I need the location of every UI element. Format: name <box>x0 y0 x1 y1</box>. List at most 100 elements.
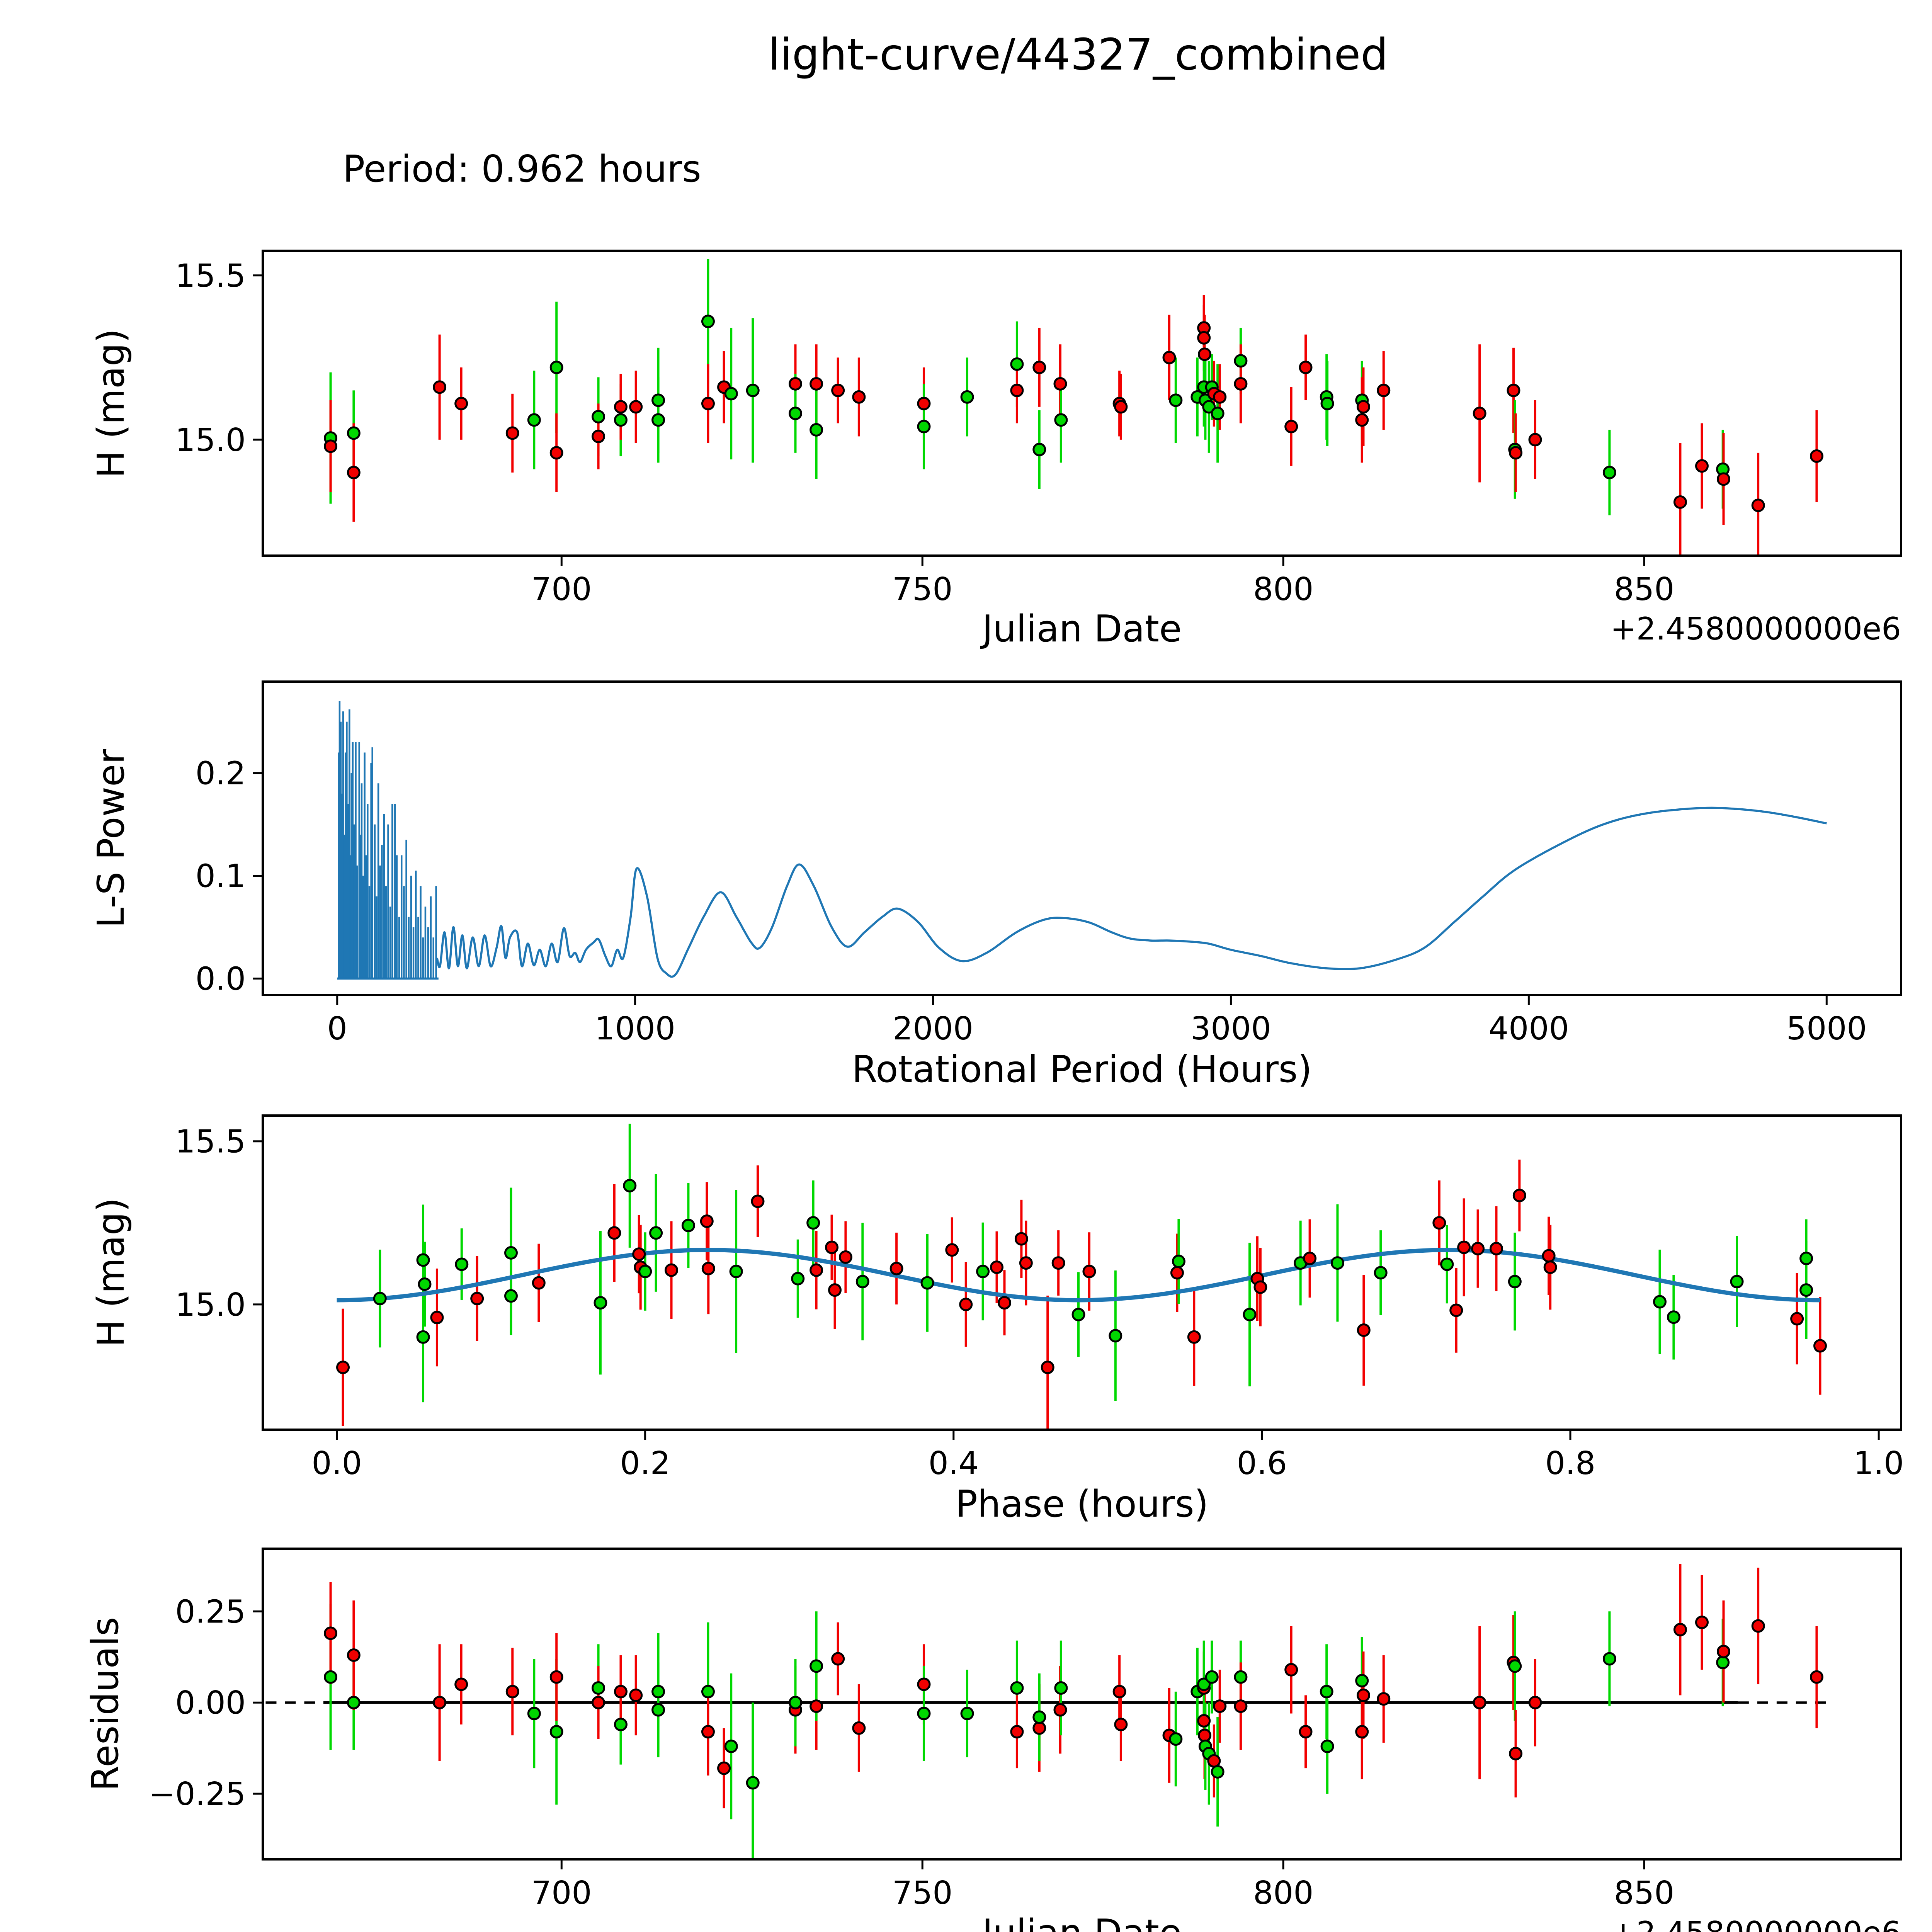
data-point <box>1320 396 1334 410</box>
data-point <box>729 1265 743 1279</box>
data-point <box>454 1677 468 1691</box>
data-point <box>347 1696 361 1709</box>
data-point <box>1473 1696 1486 1709</box>
x-tick-label: 0.8 <box>1545 1445 1595 1482</box>
data-point <box>1810 1670 1823 1684</box>
data-point <box>990 1260 1004 1274</box>
data-point <box>724 387 738 401</box>
phase-xlabel: Phase (hours) <box>955 1483 1208 1526</box>
x-tick-label: 0 <box>327 1010 347 1047</box>
data-point <box>855 1275 869 1289</box>
data-point <box>1320 1685 1333 1699</box>
data-point <box>825 1240 839 1254</box>
data-point <box>1440 1257 1454 1271</box>
residuals-plot: 700 750 800 850 0.25 0.00 −0.25 <box>149 1548 1902 1912</box>
data-point <box>629 1688 643 1702</box>
phase-markers <box>336 1179 1827 1374</box>
data-point <box>959 1298 973 1311</box>
y-tick-label: 0.25 <box>175 1594 246 1630</box>
y-tick-label: 0.2 <box>196 755 246 792</box>
y-tick-label: 15.5 <box>175 258 246 294</box>
data-point <box>454 396 468 410</box>
data-point <box>1114 400 1128 414</box>
data-point <box>791 1272 805 1286</box>
data-point <box>1054 413 1068 427</box>
residuals-x-offset: +2.4580000000e6 <box>1611 1915 1901 1932</box>
lightcurve-ticks: 700 750 800 850 15.5 15.0 <box>175 258 1674 608</box>
residuals-errorbars <box>329 1564 1818 1859</box>
data-point <box>623 1179 637 1193</box>
data-point <box>1667 1310 1680 1324</box>
data-point <box>1019 1256 1033 1270</box>
data-point <box>1032 361 1046 374</box>
data-point <box>549 361 563 374</box>
x-tick-label: 0.4 <box>929 1445 979 1482</box>
data-point <box>649 1226 663 1240</box>
data-point <box>1010 1725 1024 1739</box>
data-point <box>701 315 715 328</box>
data-point <box>1528 433 1542 447</box>
figure-title: light-curve/44327_combined <box>768 30 1388 80</box>
data-point <box>1356 400 1370 414</box>
data-point <box>1457 1240 1471 1254</box>
data-point <box>917 420 931 434</box>
data-point <box>976 1265 990 1279</box>
data-point <box>549 1725 563 1739</box>
lightcurve-ylabel: H (mag) <box>90 329 133 478</box>
lightcurve-xlabel: Julian Date <box>980 608 1182 650</box>
data-point <box>1032 1710 1046 1724</box>
data-point <box>638 1265 652 1279</box>
data-point <box>416 1330 430 1344</box>
data-point <box>1234 377 1248 391</box>
data-point <box>852 390 866 404</box>
phase-errorbars <box>342 1124 1821 1430</box>
data-point <box>1112 1685 1126 1699</box>
data-point <box>1528 1696 1542 1709</box>
data-point <box>504 1246 518 1260</box>
data-point <box>1010 1681 1024 1695</box>
data-point <box>614 1718 628 1731</box>
data-point <box>373 1292 387 1306</box>
residuals-xlabel: Julian Date <box>980 1912 1182 1932</box>
y-tick-label: 0.1 <box>196 858 246 895</box>
data-point <box>632 1247 646 1261</box>
data-point <box>1197 1714 1211 1728</box>
data-point <box>433 380 447 394</box>
data-point <box>1253 1280 1267 1294</box>
data-point <box>665 1263 679 1277</box>
periodogram-spikes <box>338 701 437 979</box>
data-point <box>1374 1266 1388 1280</box>
data-point <box>1813 1339 1827 1353</box>
data-point <box>1507 383 1520 397</box>
data-point <box>505 1685 519 1699</box>
data-point <box>852 1721 866 1735</box>
data-point <box>810 377 823 391</box>
lightcurve-plot: 700 750 800 850 15.5 15.0 <box>175 250 1902 608</box>
x-tick-label: 1.0 <box>1854 1445 1904 1482</box>
data-point <box>1799 1283 1813 1297</box>
data-point <box>1320 1739 1334 1753</box>
data-point <box>418 1277 432 1291</box>
data-point <box>1716 1655 1730 1669</box>
residuals-ylabel: Residuals <box>84 1617 127 1791</box>
x-tick-label: 2000 <box>893 1010 973 1047</box>
data-point <box>960 1707 974 1721</box>
data-point <box>1211 1765 1225 1779</box>
lightcurve-errorbars <box>329 259 1818 556</box>
data-point <box>505 426 519 440</box>
data-point <box>527 1707 541 1721</box>
data-point <box>549 446 563 460</box>
data-point <box>701 1685 715 1699</box>
phase-content <box>336 1124 1827 1430</box>
data-point <box>831 383 845 397</box>
phase-ylabel: H (mag) <box>90 1198 133 1347</box>
data-point <box>1489 1242 1503 1255</box>
x-tick-label: 700 <box>531 571 592 608</box>
data-point <box>1234 1699 1248 1713</box>
phase-model-curve <box>337 1248 1820 1303</box>
data-point <box>1207 1754 1221 1768</box>
data-point <box>504 1289 518 1303</box>
data-point <box>1170 1266 1184 1280</box>
data-point <box>831 1652 845 1666</box>
data-point <box>1512 1189 1526 1202</box>
